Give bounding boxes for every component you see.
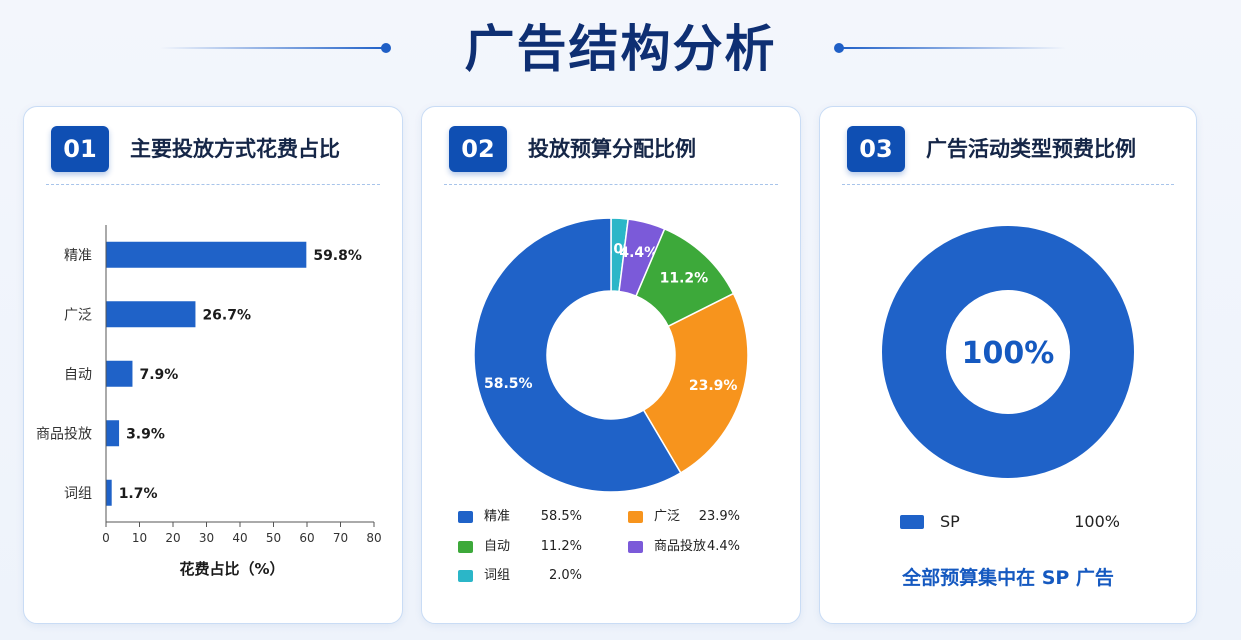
legend-value: 2.0% (548, 568, 582, 583)
bar-value-label: 7.9% (139, 367, 178, 383)
legend-swatch (458, 570, 473, 582)
donut-chart: 2.0%4.4%11.2%23.9%58.5% (473, 217, 749, 493)
bar (106, 420, 120, 447)
bar-category-label: 自动 (64, 367, 92, 383)
x-tick-label: 10 (132, 531, 147, 545)
legend-item: 自动 11.2% (458, 537, 598, 557)
card-number-badge: 01 (51, 126, 109, 172)
legend-swatch (458, 511, 473, 523)
x-axis-title: 花费占比（%） (179, 560, 284, 578)
legend-item: 精准 58.5% (458, 507, 598, 527)
legend-value: 11.2% (540, 539, 582, 554)
donut-center-label: 100% (962, 336, 1055, 371)
header-line-right (840, 47, 1066, 49)
legend-value: 100% (1074, 512, 1120, 531)
card-campaign-type: 03 广告活动类型预费比例 100% SP 100% 全部预算集中在 SP 广告 (819, 106, 1197, 624)
bar-category-label: 词组 (64, 486, 92, 502)
x-tick-label: 40 (232, 531, 247, 545)
legend-name: 商品投放 (654, 539, 707, 554)
donut-slice-label: 11.2% (660, 270, 709, 286)
bar-value-label: 59.8% (313, 248, 362, 264)
x-tick-label: 0 (102, 531, 110, 545)
legend-name: SP (940, 512, 960, 531)
header-line-left (160, 47, 386, 49)
card-spend-share: 01 主要投放方式花费占比 精准 59.8% 广泛 26.7% 自动 7.9% 商品投放 3.… (23, 106, 403, 624)
bar-category-label: 精准 (64, 248, 92, 264)
x-tick-label: 60 (299, 531, 314, 545)
bar-chart: 精准 59.8% 广泛 26.7% 自动 7.9% 商品投放 3.9% 词组 1.7% 0 10 20 3… (36, 225, 382, 578)
legend-value: 58.5% (540, 509, 582, 524)
legend-name: 词组 (484, 568, 511, 583)
sp-legend-item: SP 100% (900, 511, 1120, 533)
x-tick-label: 80 (366, 531, 381, 545)
legend-swatch (628, 541, 643, 553)
bar-category-label: 商品投放 (36, 426, 92, 442)
legend-name: 广泛 (654, 509, 681, 524)
donut-slice-label: 58.5% (484, 376, 533, 392)
bar (106, 301, 196, 328)
bar (106, 479, 112, 506)
page-header: 广告结构分析 (0, 0, 1241, 100)
card-title: 主要投放方式花费占比 (130, 137, 340, 161)
bar-category-label: 广泛 (64, 307, 92, 323)
legend-swatch (458, 541, 473, 553)
legend-swatch (900, 515, 924, 529)
bar-value-label: 26.7% (202, 307, 251, 323)
donut-slice (473, 217, 682, 493)
x-tick-label: 70 (333, 531, 348, 545)
bar-value-label: 1.7% (119, 486, 158, 502)
card-title: 广告活动类型预费比例 (926, 137, 1136, 161)
bar (106, 241, 307, 268)
page-title: 广告结构分析 (464, 20, 777, 78)
card-budget-allocation: 02 投放预算分配比例 2.0% 4.4% 11.2% 23.9% 58.5% 精准 58… (421, 106, 801, 624)
header-dot-left (381, 43, 391, 53)
card-title: 投放预算分配比例 (528, 137, 696, 161)
legend-item: 广泛 23.9% (628, 507, 768, 527)
card-number-badge: 03 (847, 126, 905, 172)
donut-slice (882, 226, 1134, 478)
legend-item: 商品投放 4.4% (628, 537, 768, 557)
sp-donut-chart: 100% (882, 226, 1134, 478)
card-divider (46, 184, 380, 185)
card-number-badge: 02 (449, 126, 507, 172)
donut-slice (642, 292, 749, 474)
bar (106, 360, 133, 387)
legend-value: 4.4% (706, 539, 740, 554)
header-dot-right (834, 43, 844, 53)
card-divider (444, 184, 778, 185)
x-tick-label: 30 (199, 531, 214, 545)
legend-swatch (628, 511, 643, 523)
legend-name: 自动 (484, 539, 511, 554)
x-tick-label: 20 (165, 531, 180, 545)
legend-value: 23.9% (698, 509, 740, 524)
legend-item: 词组 2.0% (458, 566, 598, 586)
donut-slice-label: 23.9% (689, 378, 738, 394)
card-divider (842, 184, 1174, 185)
footnote: 全部预算集中在 SP 广告 (902, 567, 1114, 589)
legend-name: 精准 (484, 509, 511, 524)
bar-value-label: 3.9% (126, 426, 165, 442)
x-tick-label: 50 (266, 531, 281, 545)
donut-slice-label: 4.4% (619, 245, 658, 261)
